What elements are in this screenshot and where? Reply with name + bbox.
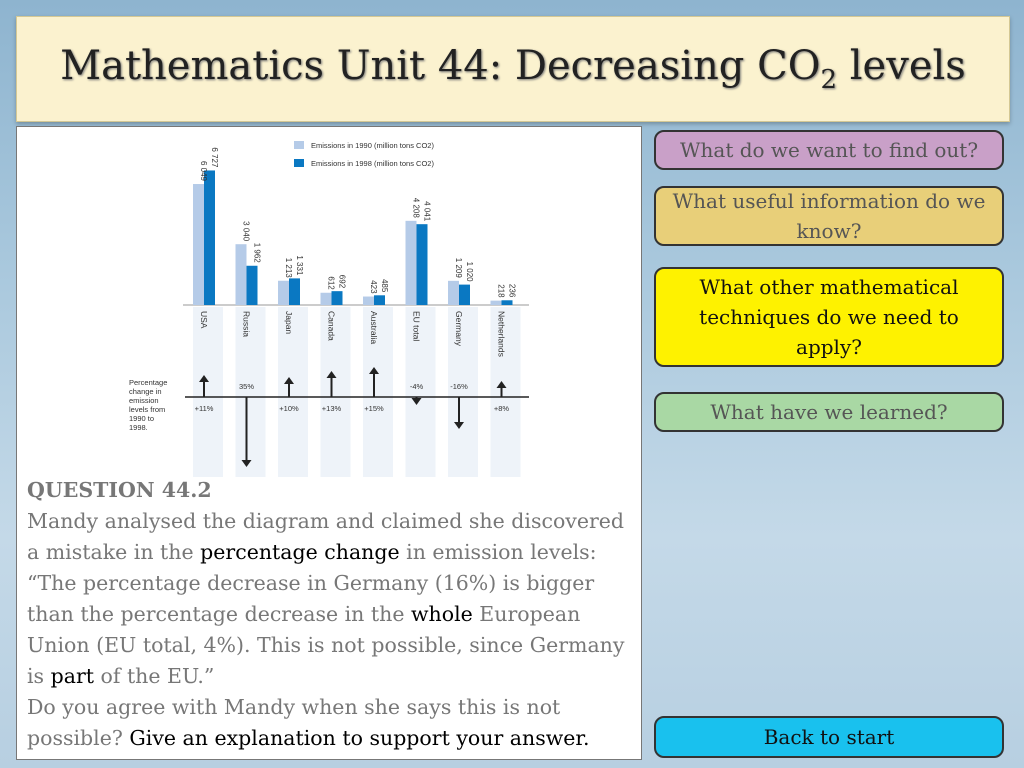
legend-swatch-1998 <box>294 159 304 167</box>
bar-1990 <box>448 280 459 305</box>
value-label-1998: 1 962 <box>253 243 262 264</box>
category-label: Australia <box>369 311 379 344</box>
legend-label-1990: Emissions in 1990 (million tons CO2) <box>311 141 434 150</box>
percent-arrow-head <box>199 375 209 382</box>
value-label-1990: 1 209 <box>454 258 463 279</box>
bar-1998 <box>459 284 470 305</box>
legend-label-1998: Emissions in 1998 (million tons CO2) <box>311 159 434 168</box>
percent-change-label: +8% <box>494 404 510 413</box>
title-bar: Mathematics Unit 44: Decreasing CO2 leve… <box>16 16 1010 122</box>
bar-1990 <box>278 280 289 305</box>
bar-1990 <box>235 244 247 305</box>
value-label-1990: 1 213 <box>284 258 293 279</box>
bar-1998 <box>331 291 343 305</box>
column-strip <box>405 307 436 477</box>
bar-1998 <box>289 278 300 305</box>
percent-axis-label: 1998. <box>129 423 148 432</box>
column-strip <box>235 307 266 477</box>
bar-1990 <box>193 184 204 305</box>
category-label: USA <box>199 311 209 329</box>
value-label-1998: 4 041 <box>423 201 432 222</box>
category-label: Germany <box>454 311 464 347</box>
column-strip <box>278 307 308 477</box>
value-label-1998: 692 <box>338 275 347 289</box>
highlight-instruction: Give an explanation to support your answ… <box>129 726 590 750</box>
value-label-1990: 4 208 <box>412 198 421 219</box>
value-label-1990: 6 049 <box>199 161 208 182</box>
question-text-part: Do you agree with Mandy when she says th… <box>27 695 561 750</box>
percent-change-label: +15% <box>364 404 384 413</box>
column-strip <box>448 307 478 477</box>
percent-arrow-head <box>369 367 379 374</box>
category-label: EU total <box>412 311 422 341</box>
percent-change-label: +13% <box>322 404 342 413</box>
percent-axis-label: Percentage <box>129 378 167 387</box>
percent-arrow-head <box>454 422 464 429</box>
percent-change-label: -16% <box>450 382 468 391</box>
percent-axis-label: emission <box>129 396 159 405</box>
column-strip <box>320 307 351 477</box>
value-label-1998: 485 <box>380 279 389 293</box>
category-label: Canada <box>327 311 337 341</box>
percent-arrow-head <box>496 381 507 388</box>
percent-change-label: +10% <box>279 404 299 413</box>
percent-arrow-head <box>411 398 422 405</box>
percent-change-label: -4% <box>410 382 424 391</box>
value-label-1990: 423 <box>369 280 378 294</box>
question-text-part: in emission levels: “The percentage decr… <box>27 540 597 626</box>
value-label-1990: 218 <box>497 284 506 298</box>
bar-1998 <box>501 300 513 305</box>
question-text-part: European Union (EU total, 4%). This is n… <box>27 602 625 688</box>
question-text: QUESTION 44.2 Mandy analysed the diagram… <box>27 475 631 754</box>
value-label-1998: 1 020 <box>465 262 474 283</box>
bar-1990 <box>320 292 332 305</box>
bar-1990 <box>490 300 502 305</box>
category-label: Netherlands <box>497 311 507 357</box>
percent-arrow-head <box>326 371 337 378</box>
category-label: Russia <box>242 311 252 337</box>
highlight-percentage-change: percentage change <box>200 540 400 564</box>
percent-axis-label: levels from <box>129 405 165 414</box>
emissions-chart: 6 049 6 727 USA 3 040 1 962 Russia 1 213 1 331 J… <box>17 127 641 477</box>
percent-axis-label: change in <box>129 387 162 396</box>
column-strip <box>363 307 393 477</box>
percent-arrow-head <box>241 460 252 467</box>
value-label-1998: 1 331 <box>295 255 304 276</box>
percent-change-label: +11% <box>195 404 214 413</box>
bar-1990 <box>363 296 374 305</box>
category-label: Japan <box>284 311 294 334</box>
useful-info-button[interactable]: What useful information do we know? <box>654 186 1004 246</box>
back-to-start-button[interactable]: Back to start <box>654 716 1004 758</box>
value-label-1990: 3 040 <box>242 221 251 242</box>
question-text-part: of the EU.” <box>93 664 215 688</box>
find-out-button[interactable]: What do we want to find out? <box>654 130 1004 170</box>
content-panel: 6 049 6 727 USA 3 040 1 962 Russia 1 213 1 331 J… <box>16 126 642 760</box>
value-label-1998: 6 727 <box>210 147 219 168</box>
techniques-button[interactable]: What other mathematical techniques do we… <box>654 267 1004 367</box>
percent-arrow-head <box>284 377 294 384</box>
bar-1998 <box>204 170 215 305</box>
learned-button[interactable]: What have we learned? <box>654 392 1004 432</box>
bar-1998 <box>374 295 385 305</box>
question-text-part: Mandy analysed the diagram and claimed s… <box>27 509 625 564</box>
bar-1998 <box>246 265 258 305</box>
question-heading: QUESTION 44.2 <box>27 478 212 502</box>
percent-axis-label: 1990 to <box>129 414 154 423</box>
column-strip <box>490 307 521 477</box>
bar-1990 <box>405 220 417 305</box>
percent-change-label: 35% <box>239 382 254 391</box>
bar-1998 <box>416 224 428 305</box>
column-strip <box>193 307 223 477</box>
legend-swatch-1990 <box>294 141 304 149</box>
value-label-1990: 612 <box>327 276 336 290</box>
page-title: Mathematics Unit 44: Decreasing CO2 leve… <box>60 43 966 95</box>
value-label-1998: 236 <box>508 284 517 298</box>
highlight-part: part <box>50 664 94 688</box>
highlight-whole: whole <box>411 602 473 626</box>
